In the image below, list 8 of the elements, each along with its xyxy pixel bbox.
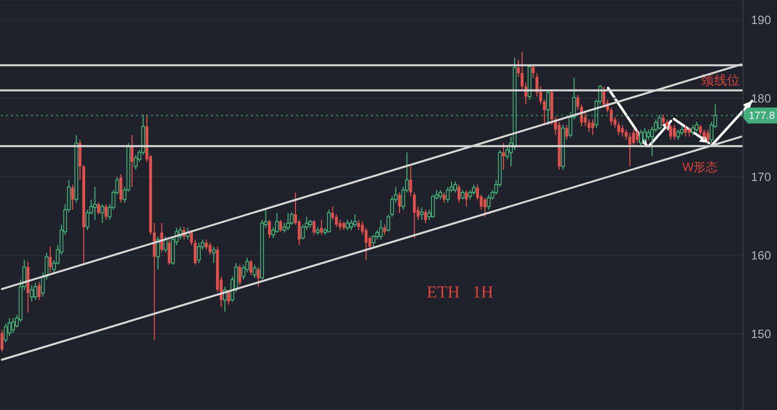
y-tick-label: 150 (751, 327, 772, 342)
y-tick-label: 160 (751, 248, 772, 263)
annotation: W形态 (682, 160, 718, 174)
y-tick-label: 180 (751, 91, 772, 106)
y-tick-label: 170 (751, 170, 772, 184)
annotation: ETH 1H (426, 282, 494, 302)
y-tick-label: 190 (751, 12, 772, 27)
ref-line-label: 177.8 (748, 110, 776, 122)
